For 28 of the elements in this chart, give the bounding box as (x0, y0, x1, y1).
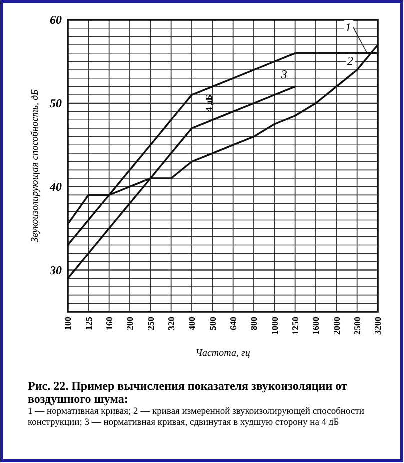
x-tick-label: 100 (63, 316, 74, 330)
y-tick-label: 30 (49, 263, 62, 278)
series-label: 1 (345, 20, 352, 34)
text: Рис. 22. Пример вычисления показателя звукоизоляции от воздушного шума: (28, 379, 348, 406)
series-label: 2 (347, 54, 354, 68)
annotation: 4 дБ (204, 94, 214, 112)
x-tick-label: 1250 (290, 316, 300, 335)
y-tick-label: 50 (50, 96, 62, 111)
x-tick-label: 3200 (373, 316, 384, 335)
x-tick-label: 1600 (311, 316, 322, 335)
x-axis-title: Частота, гц (196, 348, 250, 359)
text: 1 — нормативная кривая; 2 — кривая измеренной звукоизолирующей способности конструкции; 3 — нормативная кривая, сдвинутая в худшую сторону на 4 дБ (28, 407, 364, 428)
x-tick-label: 500 (208, 316, 218, 330)
y-tick-label: 40 (49, 180, 62, 194)
x-tick-label: 160 (104, 316, 114, 330)
series-label: 3 (280, 68, 288, 82)
y-tick-label: 60 (50, 13, 62, 28)
x-tick-label: 2500 (352, 316, 362, 335)
x-tick-label: 125 (84, 316, 94, 330)
x-tick-label: 2000 (332, 316, 342, 335)
x-tick-label: 400 (187, 316, 198, 330)
x-tick-label: 200 (125, 316, 136, 330)
x-tick-label: 250 (146, 316, 156, 330)
y-axis-title: Звукоизолирующая способность, дБ (30, 89, 41, 242)
x-tick-label: 800 (249, 316, 260, 330)
x-tick-label: 320 (166, 316, 176, 330)
x-tick-label: 640 (228, 316, 238, 330)
x-tick-label: 1000 (270, 316, 280, 335)
